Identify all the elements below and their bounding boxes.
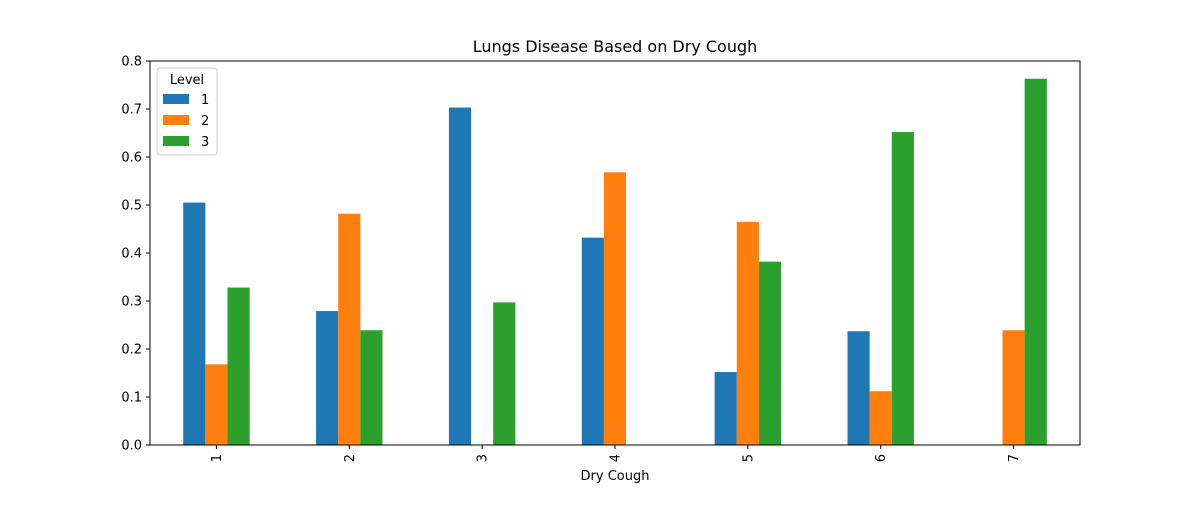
legend-label-1: 1 [201, 93, 209, 108]
legend-label-3: 3 [201, 135, 209, 150]
chart-title: Lungs Disease Based on Dry Cough [473, 37, 758, 56]
bar-level-2-cough-6 [869, 391, 892, 445]
y-tick-label: 0.3 [121, 295, 142, 310]
bar-level-2-cough-5 [736, 221, 759, 445]
bar-level-2-cough-2 [338, 213, 361, 445]
legend-box [156, 67, 218, 156]
legend: Level 1 2 3 [156, 67, 218, 156]
legend-title: Level [170, 73, 204, 88]
x-tick-label: 4 [609, 454, 624, 462]
bar-level-3-cough-6 [891, 132, 914, 446]
x-tick-label: 5 [741, 454, 756, 462]
bar-level-1-cough-2 [316, 311, 339, 445]
bar-level-3-cough-2 [360, 330, 383, 445]
y-axis: 0.0 0.1 0.2 0.3 0.4 0.5 0.6 0.7 0.8 [121, 55, 150, 454]
y-tick-label: 0.5 [121, 199, 142, 214]
bar-level-3-cough-3 [493, 302, 516, 445]
bar-level-3-cough-7 [1024, 78, 1047, 445]
y-tick-label: 0.8 [121, 55, 142, 70]
bar-level-1-cough-4 [581, 237, 604, 445]
x-tick-label: 7 [1007, 454, 1022, 462]
bar-level-3-cough-1 [227, 287, 250, 445]
legend-swatch-2 [163, 115, 189, 125]
x-axis: 1 2 3 4 5 6 7 [210, 445, 1022, 462]
bar-level-1-cough-5 [714, 372, 737, 445]
bar-level-2-cough-1 [205, 364, 228, 445]
bar-level-3-cough-5 [758, 261, 782, 445]
x-tick-label: 1 [210, 454, 225, 462]
legend-label-2: 2 [201, 114, 209, 129]
y-tick-label: 0.0 [121, 439, 142, 454]
x-tick-label: 3 [476, 454, 491, 462]
x-tick-label: 2 [343, 454, 358, 462]
x-axis-label: Dry Cough [581, 469, 650, 484]
y-tick-label: 0.7 [121, 103, 142, 118]
y-tick-label: 0.4 [121, 247, 142, 262]
y-tick-label: 0.1 [121, 391, 142, 406]
y-tick-label: 0.6 [121, 151, 142, 166]
bar-level-1-cough-6 [847, 331, 870, 445]
bars-layer [183, 78, 1047, 446]
legend-swatch-3 [163, 136, 189, 146]
x-tick-label: 6 [874, 454, 889, 462]
legend-swatch-1 [163, 94, 189, 104]
bar-level-1-cough-1 [183, 202, 206, 445]
bar-level-2-cough-4 [603, 172, 627, 446]
y-tick-label: 0.2 [121, 343, 142, 358]
bar-level-2-cough-7 [1002, 330, 1025, 445]
bar-level-1-cough-3 [448, 107, 472, 445]
